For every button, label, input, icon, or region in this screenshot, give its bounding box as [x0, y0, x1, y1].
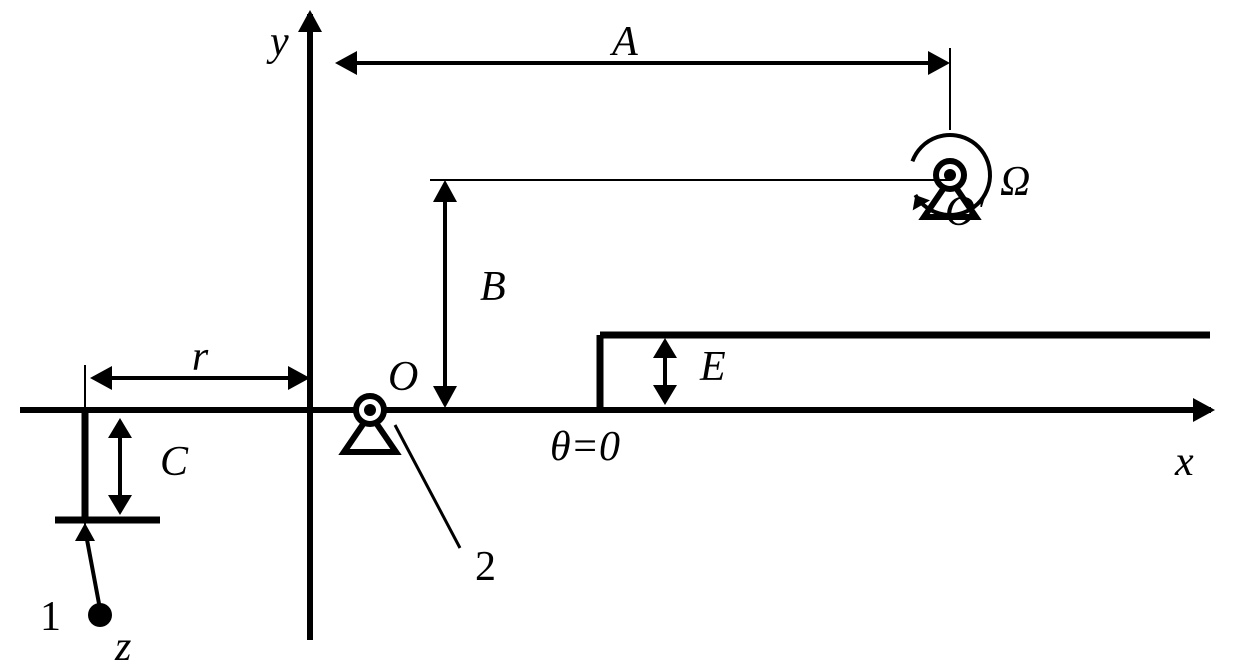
origin-O-label: O: [388, 354, 418, 400]
omega-label: Ω: [1000, 159, 1030, 205]
dim-E-label: E: [699, 344, 726, 390]
x-axis-label: x: [1174, 439, 1194, 485]
callout-2-label: 2: [475, 544, 496, 590]
dim-B-label: B: [480, 264, 506, 310]
callout-1-label: 1: [40, 594, 61, 640]
theta-zero-label: θ=0: [550, 424, 620, 470]
y-axis-label: y: [266, 19, 289, 65]
dim-r-label: r: [192, 334, 209, 380]
dim-C-label: C: [160, 439, 189, 485]
z-label: z: [114, 624, 131, 670]
dim-A-label: A: [609, 19, 638, 65]
mechanics-diagram: xyOO'ΩABEθ=0rC1z2: [0, 0, 1240, 671]
